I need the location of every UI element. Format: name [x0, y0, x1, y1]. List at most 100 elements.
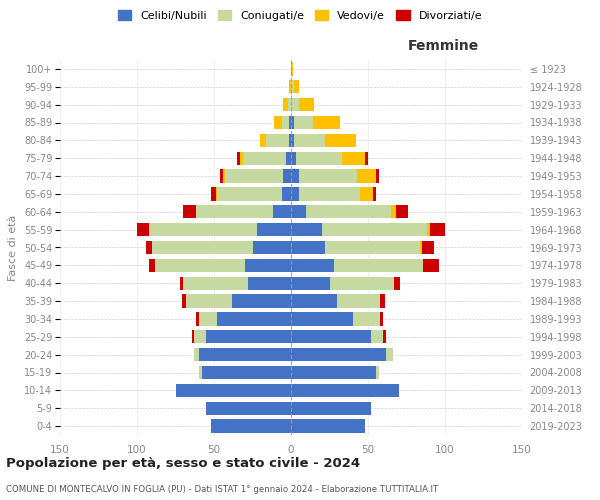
Bar: [283, 170, 291, 183]
Bar: [223, 170, 225, 183]
Text: COMUNE DI MONTECALVO IN FOGLIA (PU) - Dati ISTAT 1° gennaio 2024 - Elaborazione : COMUNE DI MONTECALVO IN FOGLIA (PU) - Da…: [6, 486, 438, 494]
Bar: [360, 187, 373, 200]
Bar: [194, 348, 199, 362]
Bar: [291, 402, 371, 415]
Bar: [283, 98, 288, 112]
Bar: [186, 294, 232, 308]
Bar: [291, 241, 325, 254]
Bar: [232, 294, 291, 308]
Bar: [371, 330, 383, 344]
Bar: [299, 98, 314, 112]
Bar: [237, 152, 240, 165]
Bar: [291, 170, 299, 183]
Bar: [307, 205, 391, 218]
Bar: [396, 205, 408, 218]
Bar: [337, 294, 380, 308]
Bar: [291, 384, 399, 397]
Bar: [193, 330, 194, 344]
Bar: [217, 187, 282, 200]
Bar: [373, 187, 376, 200]
Bar: [248, 276, 291, 290]
Bar: [272, 205, 291, 218]
Bar: [342, 152, 365, 165]
Bar: [365, 152, 368, 165]
Y-axis label: Fasce di età: Fasce di età: [8, 214, 19, 280]
Bar: [152, 241, 253, 254]
Bar: [199, 312, 217, 326]
Bar: [291, 80, 294, 94]
Bar: [240, 152, 243, 165]
Bar: [291, 276, 329, 290]
Bar: [291, 134, 294, 147]
Text: Femmine: Femmine: [408, 38, 479, 52]
Bar: [294, 134, 325, 147]
Bar: [357, 170, 376, 183]
Bar: [291, 205, 307, 218]
Bar: [194, 330, 206, 344]
Bar: [211, 187, 215, 200]
Bar: [199, 348, 291, 362]
Bar: [206, 330, 291, 344]
Text: Popolazione per età, sesso e stato civile - 2024: Popolazione per età, sesso e stato civil…: [6, 458, 360, 470]
Bar: [149, 258, 155, 272]
Bar: [291, 62, 293, 76]
Bar: [149, 223, 257, 236]
Legend: Celibi/Nubili, Coniugati/e, Vedovi/e, Divorziati/e: Celibi/Nubili, Coniugati/e, Vedovi/e, Di…: [113, 6, 487, 25]
Bar: [291, 294, 337, 308]
Bar: [313, 116, 340, 129]
Bar: [296, 152, 342, 165]
Bar: [196, 205, 272, 218]
Bar: [146, 241, 152, 254]
Bar: [291, 258, 334, 272]
Bar: [260, 134, 266, 147]
Bar: [282, 187, 291, 200]
Bar: [274, 116, 282, 129]
Bar: [215, 187, 217, 200]
Bar: [394, 276, 400, 290]
Bar: [286, 152, 291, 165]
Bar: [266, 134, 289, 147]
Bar: [291, 348, 386, 362]
Bar: [386, 348, 392, 362]
Bar: [329, 276, 394, 290]
Bar: [291, 116, 294, 129]
Bar: [196, 312, 199, 326]
Bar: [353, 312, 380, 326]
Bar: [325, 134, 356, 147]
Bar: [299, 187, 360, 200]
Bar: [291, 152, 296, 165]
Bar: [220, 170, 223, 183]
Bar: [291, 187, 299, 200]
Bar: [245, 258, 291, 272]
Y-axis label: Anni di nascita: Anni di nascita: [599, 206, 600, 289]
Bar: [294, 80, 299, 94]
Bar: [291, 420, 365, 433]
Bar: [176, 384, 291, 397]
Bar: [421, 241, 422, 254]
Bar: [137, 223, 149, 236]
Bar: [430, 223, 445, 236]
Bar: [211, 420, 291, 433]
Bar: [183, 276, 248, 290]
Bar: [427, 223, 430, 236]
Bar: [291, 312, 353, 326]
Bar: [182, 294, 186, 308]
Bar: [422, 241, 434, 254]
Bar: [155, 258, 245, 272]
Bar: [291, 98, 299, 112]
Bar: [243, 152, 286, 165]
Bar: [202, 366, 291, 379]
Bar: [288, 98, 291, 112]
Bar: [294, 116, 313, 129]
Bar: [289, 80, 291, 94]
Bar: [282, 116, 289, 129]
Bar: [325, 241, 421, 254]
Bar: [199, 366, 202, 379]
Bar: [391, 205, 396, 218]
Bar: [180, 276, 183, 290]
Bar: [299, 170, 357, 183]
Bar: [334, 258, 424, 272]
Bar: [183, 205, 196, 218]
Bar: [291, 330, 371, 344]
Bar: [380, 294, 385, 308]
